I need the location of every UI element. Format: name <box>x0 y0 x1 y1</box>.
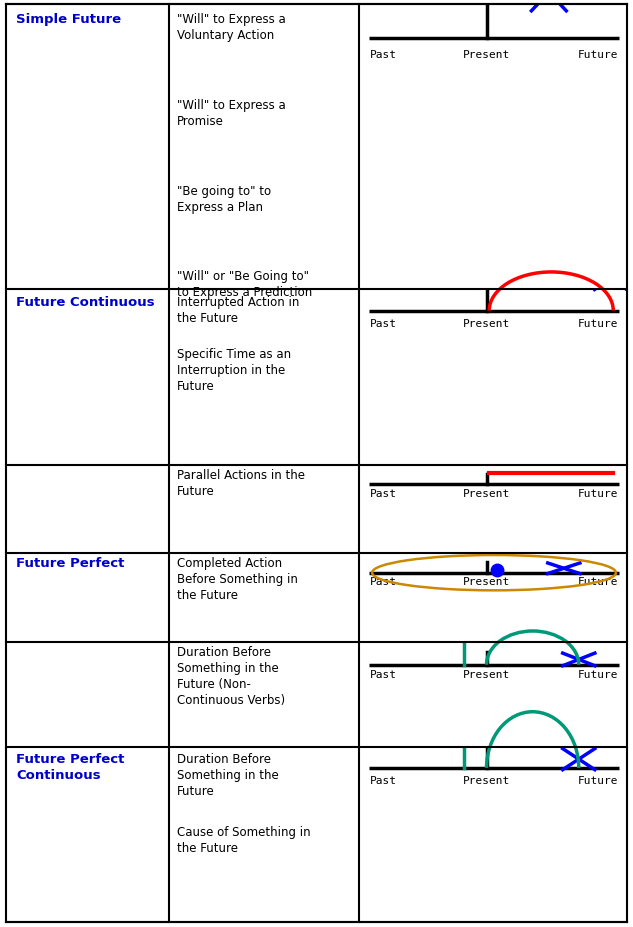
Text: Past: Past <box>370 577 396 587</box>
Text: Simple Future: Simple Future <box>16 13 122 26</box>
Text: Past: Past <box>370 669 396 679</box>
Text: Present: Present <box>463 318 510 328</box>
Text: Duration Before
Something in the
Future (Non-
Continuous Verbs): Duration Before Something in the Future … <box>177 645 285 706</box>
Text: Past: Past <box>370 489 396 499</box>
Text: Present: Present <box>463 50 510 60</box>
Text: Parallel Actions in the
Future: Parallel Actions in the Future <box>177 468 305 497</box>
Text: Interrupted Action in
the Future: Interrupted Action in the Future <box>177 296 299 324</box>
Text: "Will" to Express a
Promise: "Will" to Express a Promise <box>177 99 285 128</box>
Text: Future: Future <box>578 669 618 679</box>
Text: Past: Past <box>370 318 396 328</box>
Text: Future: Future <box>578 489 618 499</box>
Text: Present: Present <box>463 775 510 785</box>
Text: Future: Future <box>578 577 618 587</box>
Text: Completed Action
Before Something in
the Future: Completed Action Before Something in the… <box>177 556 298 602</box>
Text: Present: Present <box>463 669 510 679</box>
Text: "Will" to Express a
Voluntary Action: "Will" to Express a Voluntary Action <box>177 13 285 42</box>
Text: "Be going to" to
Express a Plan: "Be going to" to Express a Plan <box>177 184 271 213</box>
Text: Cause of Something in
the Future: Cause of Something in the Future <box>177 825 311 854</box>
Text: Past: Past <box>370 50 396 60</box>
Text: Past: Past <box>370 775 396 785</box>
Text: Future: Future <box>578 775 618 785</box>
Text: Present: Present <box>463 577 510 587</box>
Text: Future Perfect: Future Perfect <box>16 556 125 569</box>
Text: Future: Future <box>578 50 618 60</box>
Text: Future Perfect
Continuous: Future Perfect Continuous <box>16 753 125 781</box>
Text: Future: Future <box>578 318 618 328</box>
Text: "Will" or "Be Going to"
to Express a Prediction: "Will" or "Be Going to" to Express a Pre… <box>177 270 312 299</box>
Text: Specific Time as an
Interruption in the
Future: Specific Time as an Interruption in the … <box>177 348 291 393</box>
Text: Future Continuous: Future Continuous <box>16 296 154 309</box>
Text: Present: Present <box>463 489 510 499</box>
Text: Duration Before
Something in the
Future: Duration Before Something in the Future <box>177 753 279 797</box>
